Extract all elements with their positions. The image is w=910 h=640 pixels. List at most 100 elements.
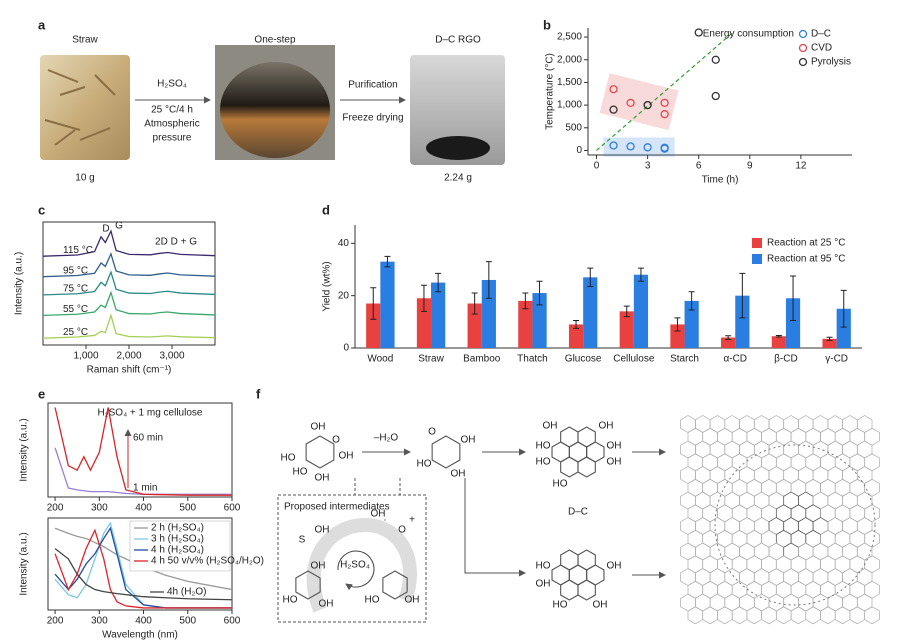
panel-label: b (543, 17, 551, 32)
x-tick-label: 500 (179, 503, 196, 514)
line (42, 252, 216, 278)
legend-label: 4h (H₂O) (167, 587, 206, 598)
error-bar (674, 317, 681, 332)
ring (560, 426, 579, 448)
ring (577, 426, 596, 448)
photo-title: D–C RGO (435, 35, 481, 46)
atom-label: HO (281, 453, 296, 464)
bar (735, 295, 750, 348)
lattice-cell (849, 427, 866, 446)
lattice-cell (790, 555, 807, 574)
bar (619, 311, 634, 348)
bar (583, 277, 598, 348)
ring (305, 435, 335, 469)
atom-label: OH (371, 509, 386, 520)
bar (532, 293, 547, 348)
region (599, 73, 679, 131)
bar (633, 274, 649, 348)
lattice-cell (717, 529, 733, 548)
lattice-cell (746, 427, 762, 446)
bar (670, 324, 685, 348)
bar (771, 336, 786, 348)
lattice-cell (864, 427, 880, 446)
arrow (464, 478, 526, 577)
lattice-cell (864, 504, 880, 523)
region (603, 137, 675, 157)
bar (684, 300, 699, 348)
condition: pressure (153, 133, 192, 144)
error-bar (471, 292, 478, 315)
legend-label: 4 h 50 v/v% (H₂SO₄/H₂O) (151, 556, 264, 567)
lattice-cell (731, 555, 748, 574)
lattice-cell (731, 427, 748, 446)
lattice-cell (805, 606, 821, 625)
lattice-cell (746, 529, 762, 548)
powder (426, 136, 490, 160)
lattice-cell (864, 453, 880, 472)
cycle-arrow (306, 517, 417, 613)
lattice-cell (746, 478, 762, 497)
x-tick-label: 400 (135, 503, 152, 514)
point (660, 144, 669, 153)
legend-label: D–C (811, 29, 831, 40)
lattice-cell (820, 529, 836, 548)
annotation: D (102, 224, 109, 235)
lattice-cell (687, 580, 704, 599)
plot-frame (47, 517, 233, 611)
atom-label: OH (593, 600, 608, 611)
lattice-cell (717, 453, 733, 472)
x-tick-label: 300 (91, 503, 108, 514)
lattice-cell (687, 529, 704, 548)
lattice-cell (717, 580, 733, 599)
error-bar (522, 292, 529, 310)
x-tick-label: 3,000 (159, 351, 184, 362)
error-bar (840, 289, 847, 328)
lattice-cell (864, 606, 880, 625)
point (609, 141, 618, 150)
lattice-cell (746, 504, 762, 523)
lattice-cell (687, 427, 704, 446)
lattice-cell (805, 555, 821, 574)
product-label: D–C (568, 507, 588, 518)
series-label: 55 °C (63, 304, 88, 315)
condition: 25 °C/4 h (151, 105, 193, 116)
lattice-cell (687, 478, 704, 497)
lattice-cell (687, 555, 704, 574)
series-label: 75 °C (63, 284, 88, 295)
lattice-cell (820, 478, 836, 497)
ring (560, 456, 579, 478)
bar (785, 298, 801, 348)
x-tick-label: Straw (418, 354, 444, 365)
lattice-cell (702, 555, 718, 574)
ring (577, 549, 596, 571)
x-tick-label: Thatch (517, 354, 548, 365)
lattice-cell (820, 453, 836, 472)
panel-label: d (322, 202, 330, 217)
ring (560, 549, 579, 571)
lattice-cell (864, 555, 880, 574)
line (54, 527, 233, 591)
lattice-cell (761, 606, 777, 625)
panel-f-diagram (277, 426, 666, 623)
lattice-cell (864, 580, 880, 599)
atom-label: HO (553, 479, 568, 490)
point (711, 91, 720, 101)
x-tick-label: α-CD (723, 354, 747, 365)
line (42, 290, 216, 317)
x-tick-label: 200 (47, 503, 64, 514)
x-tick-label: 200 (47, 616, 64, 627)
lattice-cell (820, 606, 836, 625)
y-axis-label: Yield (wt%) (322, 261, 333, 311)
lattice-cell (849, 580, 866, 599)
lattice-cell (849, 529, 866, 548)
lattice-cell (834, 555, 851, 574)
atom-label: OH (543, 421, 558, 432)
y-axis-label: Temperature (°C) (545, 53, 556, 130)
lattice-cell (849, 555, 866, 574)
error-bar (370, 287, 377, 320)
lattice-cell (805, 427, 821, 446)
annotation: 2D D + G (155, 237, 197, 248)
legend-marker (798, 29, 808, 39)
lattice-cell (834, 478, 851, 497)
point (609, 85, 618, 94)
